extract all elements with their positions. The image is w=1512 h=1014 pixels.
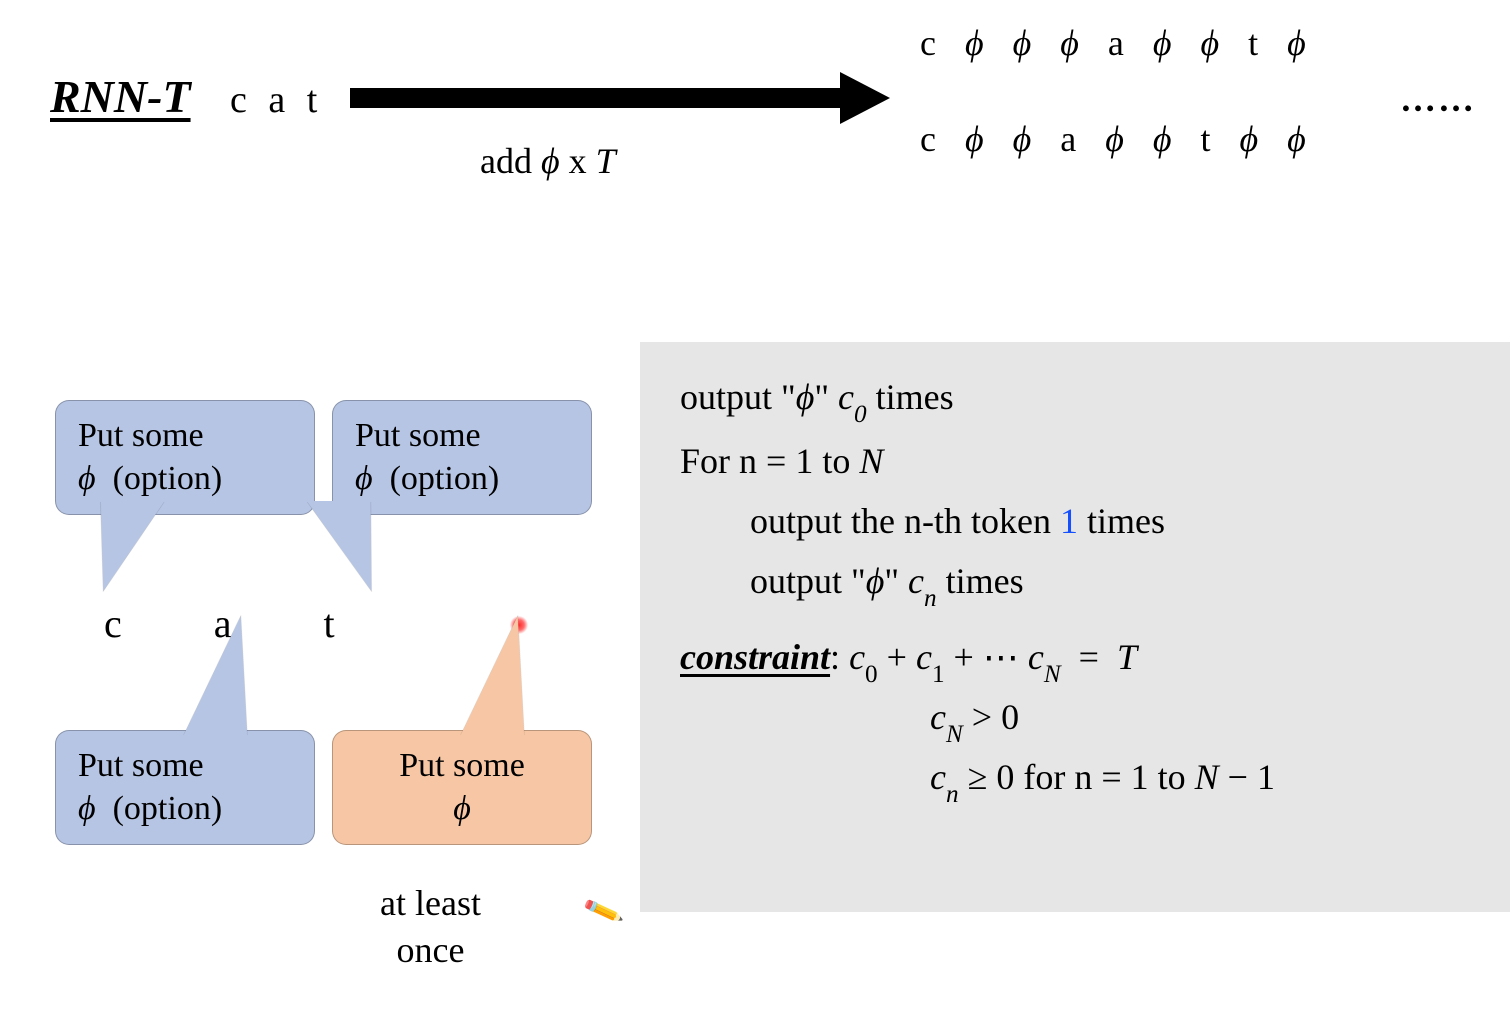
model-title: RNN-T bbox=[50, 70, 191, 123]
token-t: t bbox=[324, 601, 339, 646]
c: c bbox=[908, 561, 924, 601]
t: output " bbox=[680, 377, 796, 417]
minus1: − 1 bbox=[1219, 757, 1275, 797]
algo-line-output-token: output the n-th token 1 times bbox=[750, 500, 1470, 542]
c0: c bbox=[849, 637, 865, 677]
bubble-text-put-some: Put some bbox=[78, 417, 204, 454]
c1: c bbox=[916, 637, 932, 677]
t: output the n-th token bbox=[750, 501, 1060, 541]
bubble-text-option: (option) bbox=[113, 460, 223, 497]
output-sequence-bottom: c ϕ ϕ a ϕ ϕ t ϕ ϕ bbox=[920, 118, 1316, 160]
plus-dots: + ⋯ bbox=[954, 637, 1028, 677]
algo-line-output-c0: output "ϕ" c0 times bbox=[680, 376, 1470, 418]
input-word: c a t bbox=[230, 78, 323, 122]
bubble-before-a: Put some ϕ (option) bbox=[55, 730, 315, 845]
constraint-label: constraint bbox=[680, 637, 830, 677]
arrow-caption-pre: add bbox=[480, 141, 541, 181]
rest: ≥ 0 for n = 1 to bbox=[959, 757, 1195, 797]
bubble-text-phi: ϕ bbox=[78, 790, 96, 827]
bubble-text-put-some: Put some bbox=[78, 747, 204, 784]
arrow-caption-x: x bbox=[560, 141, 596, 181]
bubble-text-phi: ϕ bbox=[453, 790, 471, 827]
bubble-text-option: (option) bbox=[390, 460, 500, 497]
subN: N bbox=[946, 721, 963, 748]
pencil-cursor-icon: ✏️ bbox=[581, 890, 625, 934]
t: output " bbox=[750, 561, 866, 601]
sub0: 0 bbox=[854, 401, 867, 428]
one: 1 bbox=[1060, 501, 1078, 541]
bubble-before-c: Put some ϕ (option) bbox=[55, 400, 315, 515]
arrow-caption-T: T bbox=[596, 141, 616, 181]
arrow-caption-phi: ϕ bbox=[541, 141, 560, 181]
bubble-text-put-some: Put some bbox=[355, 417, 481, 454]
N: N bbox=[1195, 757, 1219, 797]
N: N bbox=[859, 441, 883, 481]
algo-cN-gt0: cN > 0 bbox=[930, 696, 1470, 738]
t: For n = 1 to bbox=[680, 441, 859, 481]
subn: n bbox=[946, 781, 959, 808]
at-least-once-label: at leastonce bbox=[380, 880, 481, 974]
bubble-text-option: (option) bbox=[113, 790, 223, 827]
ellipsis: …… bbox=[1400, 78, 1476, 120]
bubble-after-t: Put some ϕ bbox=[332, 730, 592, 845]
algo-cn-ge0: cn ≥ 0 for n = 1 to N − 1 bbox=[930, 756, 1470, 798]
subn: n bbox=[924, 585, 937, 612]
plus: + bbox=[887, 637, 916, 677]
cN: c bbox=[1028, 637, 1044, 677]
rest: > 0 bbox=[963, 697, 1019, 737]
t: times bbox=[867, 377, 954, 417]
t: times bbox=[937, 561, 1024, 601]
t: times bbox=[1078, 501, 1165, 541]
T: T bbox=[1117, 637, 1137, 677]
t: " bbox=[814, 377, 838, 417]
c: c bbox=[838, 377, 854, 417]
algo-line-for: For n = 1 to N bbox=[680, 440, 1470, 482]
bubble-text-phi: ϕ bbox=[78, 460, 96, 497]
eq: = bbox=[1070, 637, 1117, 677]
colon: : bbox=[830, 637, 849, 677]
algorithm-box: output "ϕ" c0 times For n = 1 to N outpu… bbox=[640, 342, 1510, 912]
algo-line-output-cn: output "ϕ" cn times bbox=[750, 560, 1470, 602]
arrow-icon bbox=[350, 68, 890, 128]
output-sequence-top: c ϕ ϕ ϕ a ϕ ϕ t ϕ bbox=[920, 22, 1316, 64]
token-c: c bbox=[104, 601, 126, 646]
c: c bbox=[930, 757, 946, 797]
c: c bbox=[930, 697, 946, 737]
bubble-text-phi: ϕ bbox=[355, 460, 373, 497]
phi: ϕ bbox=[796, 377, 815, 417]
phi: ϕ bbox=[866, 561, 885, 601]
bubble-text-put-some: Put some bbox=[399, 747, 525, 784]
t: " bbox=[884, 561, 908, 601]
algo-constraint-line: constraint: c0 + c1 + ⋯ cN = T bbox=[680, 636, 1470, 678]
subN: N bbox=[1044, 661, 1061, 688]
arrow-caption: add ϕ x T bbox=[480, 140, 616, 182]
bubble-before-t: Put some ϕ (option) bbox=[332, 400, 592, 515]
